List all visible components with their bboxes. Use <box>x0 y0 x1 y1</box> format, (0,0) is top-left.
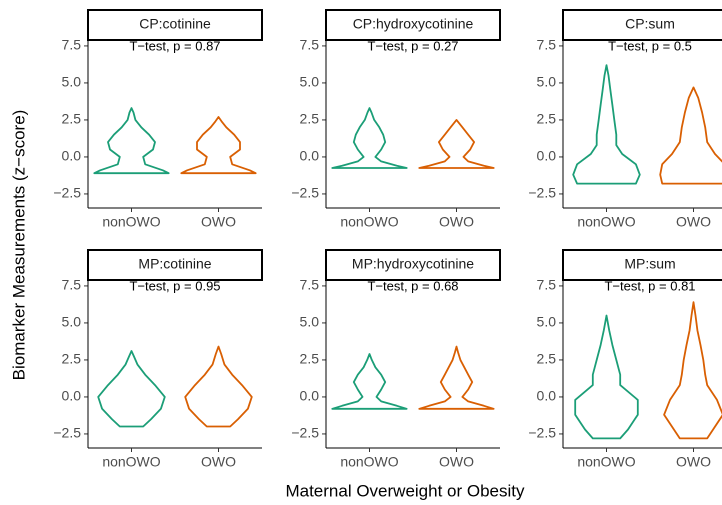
x-tick-label: nonOWO <box>577 454 635 470</box>
x-tick-label: OWO <box>676 454 711 470</box>
x-tick-label: nonOWO <box>102 454 160 470</box>
annotation: T−test, p = 0.81 <box>604 278 695 293</box>
y-tick-label: 2.5 <box>537 351 557 367</box>
strip-label: CP:cotinine <box>139 16 211 32</box>
y-tick-label: 7.5 <box>300 37 320 53</box>
y-tick-label: 2.5 <box>300 111 320 127</box>
strip-label: CP:sum <box>625 16 675 32</box>
strip-box <box>325 9 501 41</box>
strip-label: MP:sum <box>624 256 675 272</box>
y-tick-label: −2.5 <box>291 185 319 201</box>
violin <box>93 107 170 175</box>
x-tick-label: nonOWO <box>102 214 160 230</box>
strip-label: MP:cotinine <box>138 256 211 272</box>
y-tick-label: 5.0 <box>537 74 557 90</box>
strip-label: MP:hydroxycotinine <box>352 256 474 272</box>
x-tick-label: OWO <box>676 214 711 230</box>
y-tick-label: −2.5 <box>291 425 319 441</box>
y-tick-label: 5.0 <box>300 314 320 330</box>
x-tick-label: nonOWO <box>577 214 635 230</box>
y-tick-label: 7.5 <box>300 277 320 293</box>
x-tick-label: nonOWO <box>340 214 398 230</box>
y-tick-label: 2.5 <box>62 351 82 367</box>
y-tick-label: −2.5 <box>528 185 556 201</box>
strip-label: CP:hydroxycotinine <box>353 16 474 32</box>
y-tick-label: 0.0 <box>62 148 82 164</box>
violin <box>418 345 495 410</box>
y-tick-label: 7.5 <box>537 277 557 293</box>
annotation: T−test, p = 0.95 <box>129 278 220 293</box>
y-tick-label: 0.0 <box>537 148 557 164</box>
x-tick-label: OWO <box>439 214 474 230</box>
violin <box>184 345 253 428</box>
y-tick-label: −2.5 <box>53 425 81 441</box>
violin <box>97 350 166 428</box>
y-tick-label: 0.0 <box>537 388 557 404</box>
y-tick-label: 7.5 <box>62 37 82 53</box>
y-tick-label: 2.5 <box>300 351 320 367</box>
strip-box <box>562 249 722 281</box>
y-tick-label: 5.0 <box>62 74 82 90</box>
x-axis-title: Maternal Overweight or Obesity <box>285 481 525 500</box>
strip-box <box>562 9 722 41</box>
y-tick-label: 0.0 <box>300 388 320 404</box>
y-tick-label: 5.0 <box>300 74 320 90</box>
x-tick-label: OWO <box>201 454 236 470</box>
violin <box>180 116 257 175</box>
violin <box>572 64 641 185</box>
strip-box <box>87 249 263 281</box>
y-tick-label: 2.5 <box>537 111 557 127</box>
y-tick-label: 0.0 <box>300 148 320 164</box>
y-tick-label: 7.5 <box>537 37 557 53</box>
x-tick-label: nonOWO <box>340 454 398 470</box>
y-tick-label: 5.0 <box>62 314 82 330</box>
y-tick-label: 2.5 <box>62 111 82 127</box>
violin <box>659 86 722 185</box>
annotation: T−test, p = 0.68 <box>367 278 458 293</box>
annotation: T−test, p = 0.27 <box>367 38 458 53</box>
violin <box>331 107 408 169</box>
y-tick-label: 0.0 <box>62 388 82 404</box>
annotation: T−test, p = 0.87 <box>129 38 220 53</box>
y-tick-label: 7.5 <box>62 277 82 293</box>
annotation: T−test, p = 0.5 <box>608 38 692 53</box>
y-tick-label: −2.5 <box>528 425 556 441</box>
violin <box>663 301 722 440</box>
strip-box <box>325 249 501 281</box>
violin <box>418 119 495 169</box>
y-tick-label: 5.0 <box>537 314 557 330</box>
y-axis-title: Biomarker Measurements (z−score) <box>9 110 28 381</box>
x-tick-label: OWO <box>439 454 474 470</box>
violin <box>331 353 408 410</box>
x-tick-label: OWO <box>201 214 236 230</box>
violin <box>574 314 639 440</box>
strip-box <box>87 9 263 41</box>
y-tick-label: −2.5 <box>53 185 81 201</box>
